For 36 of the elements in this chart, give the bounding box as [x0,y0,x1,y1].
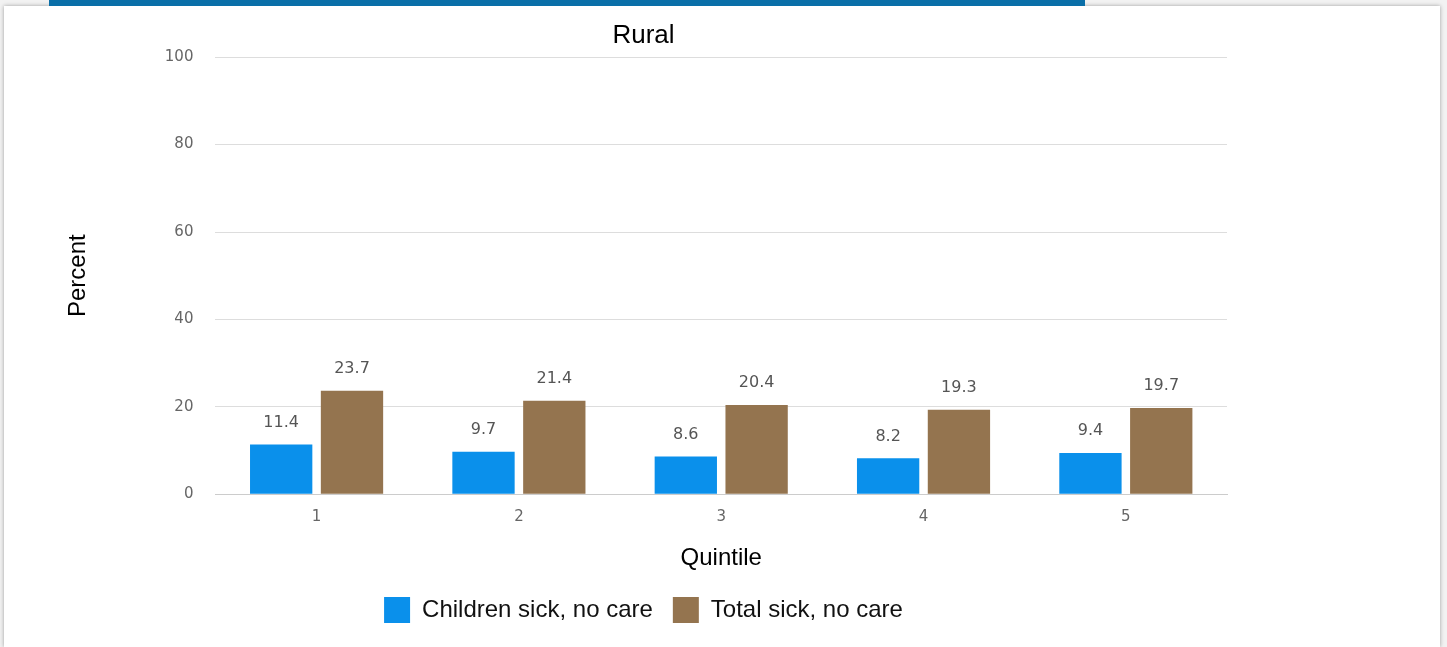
bar [654,456,717,494]
x-tick-label: 2 [514,507,524,526]
legend-label: Children sick, no care [422,594,653,622]
x-tick-label: 1 [311,507,322,526]
y-tick-label: 100 [164,47,194,66]
data-label: 21.4 [536,367,573,387]
data-label: 11.4 [263,411,299,431]
data-label: 23.7 [334,357,370,377]
data-label: 8.6 [673,423,699,443]
x-tick-label: 5 [1121,507,1131,526]
x-axis-title: Quintile [680,543,762,571]
y-tick-label: 80 [174,134,194,153]
data-label: 8.2 [875,425,901,445]
bar [856,458,920,494]
bar [452,451,515,494]
y-tick-label: 20 [174,396,194,415]
bar [320,390,384,494]
y-tick-label: 40 [174,309,194,328]
x-tick-label: 4 [918,507,929,526]
bar [250,444,313,494]
data-label: 9.7 [470,418,497,438]
legend-label: Total sick, no care [710,594,903,622]
bar [927,409,991,494]
data-label: 20.4 [738,372,775,392]
bar [1059,453,1122,494]
y-tick-label: 60 [174,221,194,240]
data-label: 19.3 [941,377,977,397]
data-label: 19.7 [1143,375,1180,395]
x-tick-label: 3 [716,507,726,526]
chart-title: Rural [612,18,675,49]
y-axis-title: Percent [63,234,91,318]
bar [1130,408,1193,494]
bar [523,400,586,494]
y-tick-label: 0 [183,484,194,503]
bar [725,405,788,494]
data-label: 9.4 [1077,420,1104,440]
